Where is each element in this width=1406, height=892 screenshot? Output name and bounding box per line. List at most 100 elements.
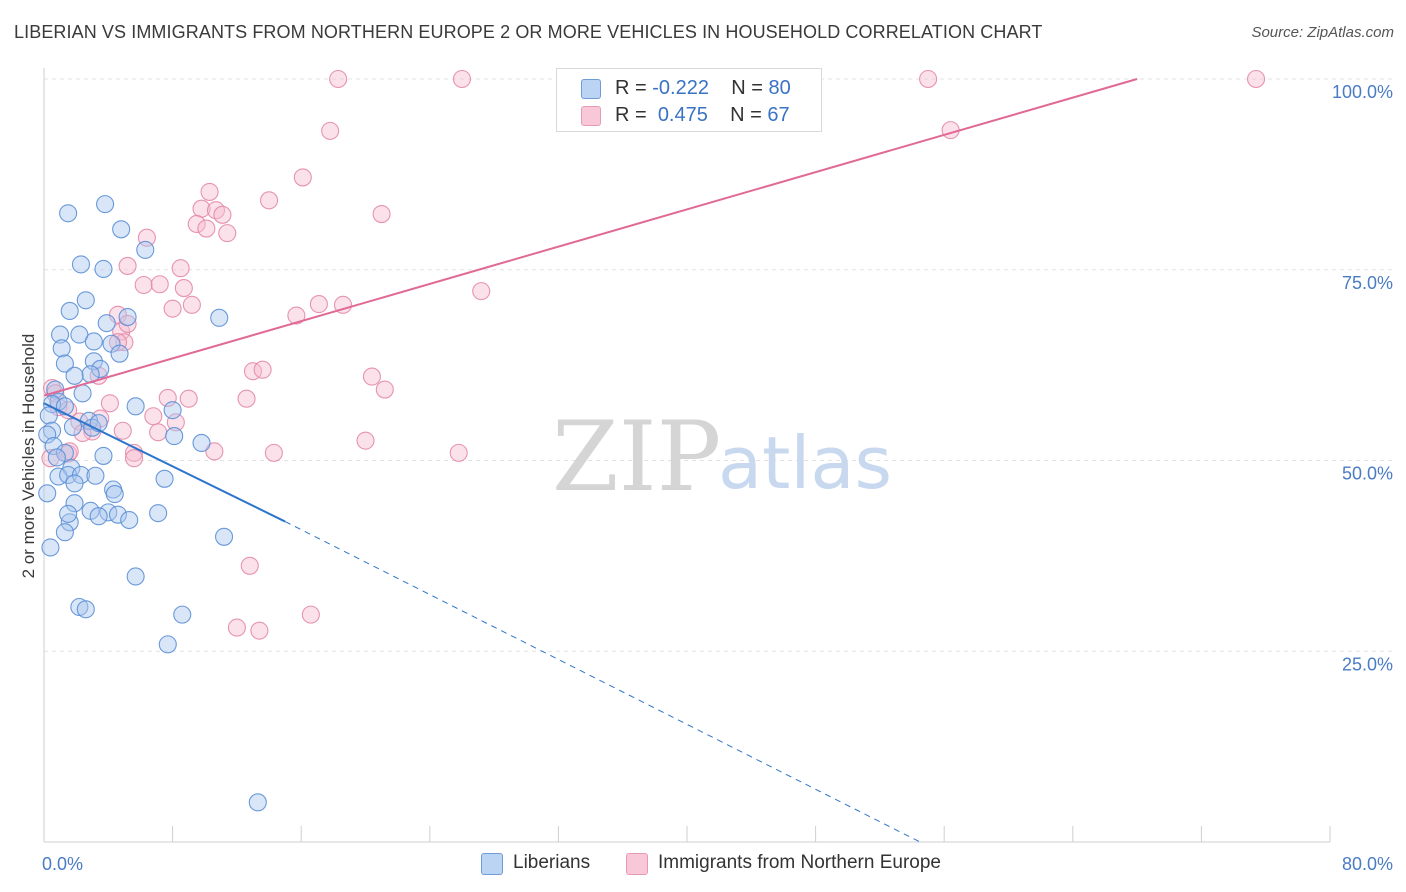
immigrants-point-19 [134,275,153,295]
liberians-point-46 [86,466,105,485]
immigrants-point-34 [253,360,272,379]
liberians-point-64 [126,567,145,586]
liberians-point-23 [73,384,92,403]
liberians-point-58 [120,510,139,530]
immigrants-point-64 [250,621,269,640]
axes [43,68,1331,843]
liberians-point-7 [60,301,79,321]
y-tick-label-2: 75.0% [1342,273,1393,293]
liberians-point-36 [38,425,57,444]
immigrants-point-46 [144,407,163,426]
immigrants-point-22 [472,282,491,301]
immigrants-point-24 [309,295,328,314]
liberians-point-60 [59,504,78,523]
liberians-point-43 [49,467,68,486]
immigrants-point-37 [375,380,394,399]
source-credit: Source: ZipAtlas.com [1251,24,1394,41]
liberians-point-10 [210,308,229,327]
liberians-point-5 [94,259,113,279]
immigrants-point-66 [113,421,132,440]
immigrants-point-33 [243,362,263,381]
liberians-point-16 [110,344,129,363]
immigrants-point-18 [171,259,190,278]
liberians-point-4 [71,255,91,274]
x-tick-label-min: 0.0% [42,854,83,874]
trend-lines [43,78,1138,843]
immigrants-point-3 [1247,69,1266,89]
immigrants-point-6 [293,168,312,187]
x-tick-label-max: 80.0% [1342,854,1393,874]
immigrants-point-11 [213,205,232,224]
liberians-point-1 [96,195,115,214]
immigrants-trend-line [43,78,1138,397]
y-axis-label: 2 or more Vehicles in Household [19,334,38,579]
immigrants-point-0 [329,69,348,89]
liberians-legend-label: Liberians [513,852,591,873]
immigrants-point-13 [187,214,206,234]
immigrants-point-57 [449,443,468,462]
liberians-point-62 [214,527,234,546]
immigrants-point-41 [179,389,198,408]
liberians-trend-extension [284,521,921,843]
immigrants-point-59 [124,449,144,468]
liberians-point-0 [59,204,78,223]
liberians-point-37 [192,433,211,453]
tick-labels: 25.0% 50.0% 75.0% 100.0% 0.0% 80.0% [42,82,1393,874]
immigrants-legend-label: Immigrants from Northern Europe [658,852,941,873]
liberians-point-52 [65,494,84,513]
immigrants-point-25 [333,295,353,314]
liberians-point-69 [248,793,267,812]
y-tick-label-3: 100.0% [1332,82,1393,102]
immigrants-point-31 [108,333,127,352]
immigrants-point-12 [372,205,391,224]
liberians-point-55 [149,504,168,523]
liberians-trend-line [43,402,286,523]
liberians-point-68 [158,635,177,654]
liberians-point-28 [163,401,182,420]
immigrants-point-4 [321,121,340,140]
liberians-point-19 [91,359,110,378]
watermark-atlas: atlas [718,421,892,505]
immigrants-point-61 [240,556,259,575]
liberians-point-11 [51,325,70,344]
immigrants-point-1 [452,69,472,89]
liberians-point-2 [112,220,131,239]
liberians-point-38 [44,436,63,456]
immigrants-point-55 [205,442,224,461]
liberians-point-51 [38,484,57,503]
immigrants-point-53 [356,431,375,450]
immigrants-point-42 [237,389,256,408]
liberians-point-27 [126,397,145,416]
legend-stats-liberians: R = -0.222 N = 80 [615,77,791,99]
immigrants-point-21 [174,279,193,298]
liberians-point-67 [173,605,192,624]
immigrants-point-43 [100,394,119,413]
liberians-swatch [581,79,601,99]
immigrants-point-20 [150,275,169,294]
immigrants-point-28 [287,306,306,325]
stats-legend: R = -0.222 N = 80 R = 0.475 N = 67 [556,68,822,132]
immigrants-point-14 [197,219,216,238]
liberians-point-57 [89,507,108,526]
immigrants-point-10 [206,201,226,220]
liberians-point-8 [97,314,116,333]
immigrants-point-2 [919,69,938,89]
immigrants-point-15 [218,224,237,243]
liberians-point-21 [65,366,84,385]
liberians-point-50 [105,485,124,504]
legend-stats-immigrants: R = 0.475 N = 67 [615,104,790,126]
liberians-point-40 [47,448,66,467]
immigrants-point-8 [259,191,279,210]
immigrants-point-23 [182,295,201,314]
liberians-point-6 [76,291,95,310]
immigrants-point-35 [362,367,381,386]
liberians-point-41 [94,446,113,465]
liberians-point-26 [55,397,74,416]
liberians-point-29 [39,406,58,425]
liberians-point-56 [108,505,127,524]
liberians-point-12 [70,325,89,344]
liberians-point-13 [84,332,103,351]
liberians-point-9 [118,308,137,327]
immigrants-point-26 [163,299,182,318]
